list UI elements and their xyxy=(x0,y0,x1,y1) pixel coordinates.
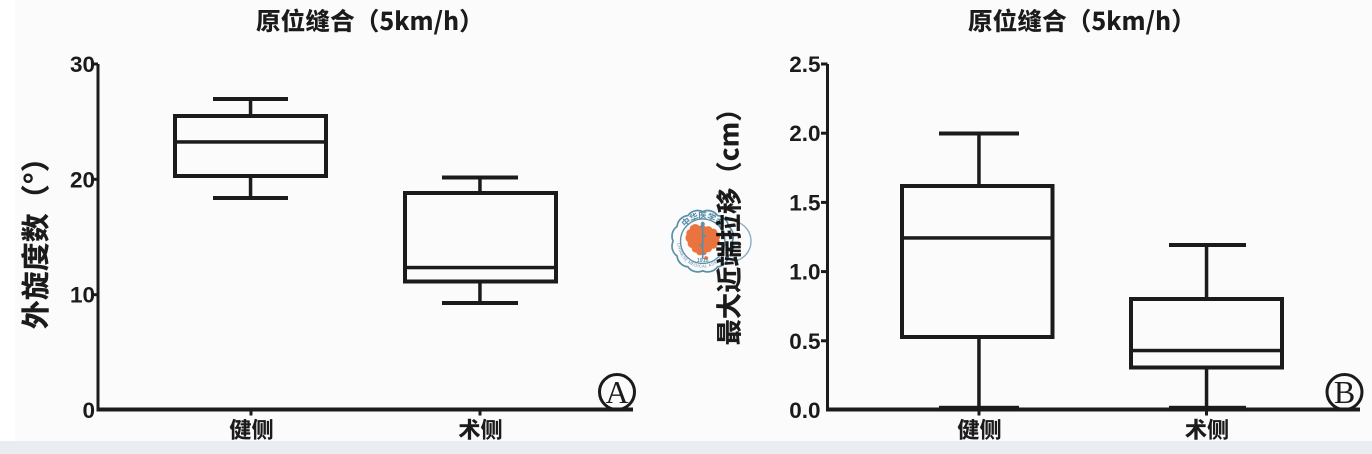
svg-text:30: 30 xyxy=(70,52,95,77)
svg-text:2.5: 2.5 xyxy=(789,52,820,77)
svg-text:1.5: 1.5 xyxy=(789,190,820,215)
svg-text:0: 0 xyxy=(82,398,95,423)
svg-text:20: 20 xyxy=(70,167,95,192)
svg-text:1915: 1915 xyxy=(697,258,709,264)
svg-text:A: A xyxy=(605,374,628,410)
svg-text:10: 10 xyxy=(70,283,95,308)
svg-text:2.0: 2.0 xyxy=(789,121,820,146)
svg-text:0.5: 0.5 xyxy=(789,329,820,354)
svg-text:0.0: 0.0 xyxy=(789,398,820,423)
svg-text:1.0: 1.0 xyxy=(789,260,820,285)
svg-text:B: B xyxy=(1334,374,1355,410)
